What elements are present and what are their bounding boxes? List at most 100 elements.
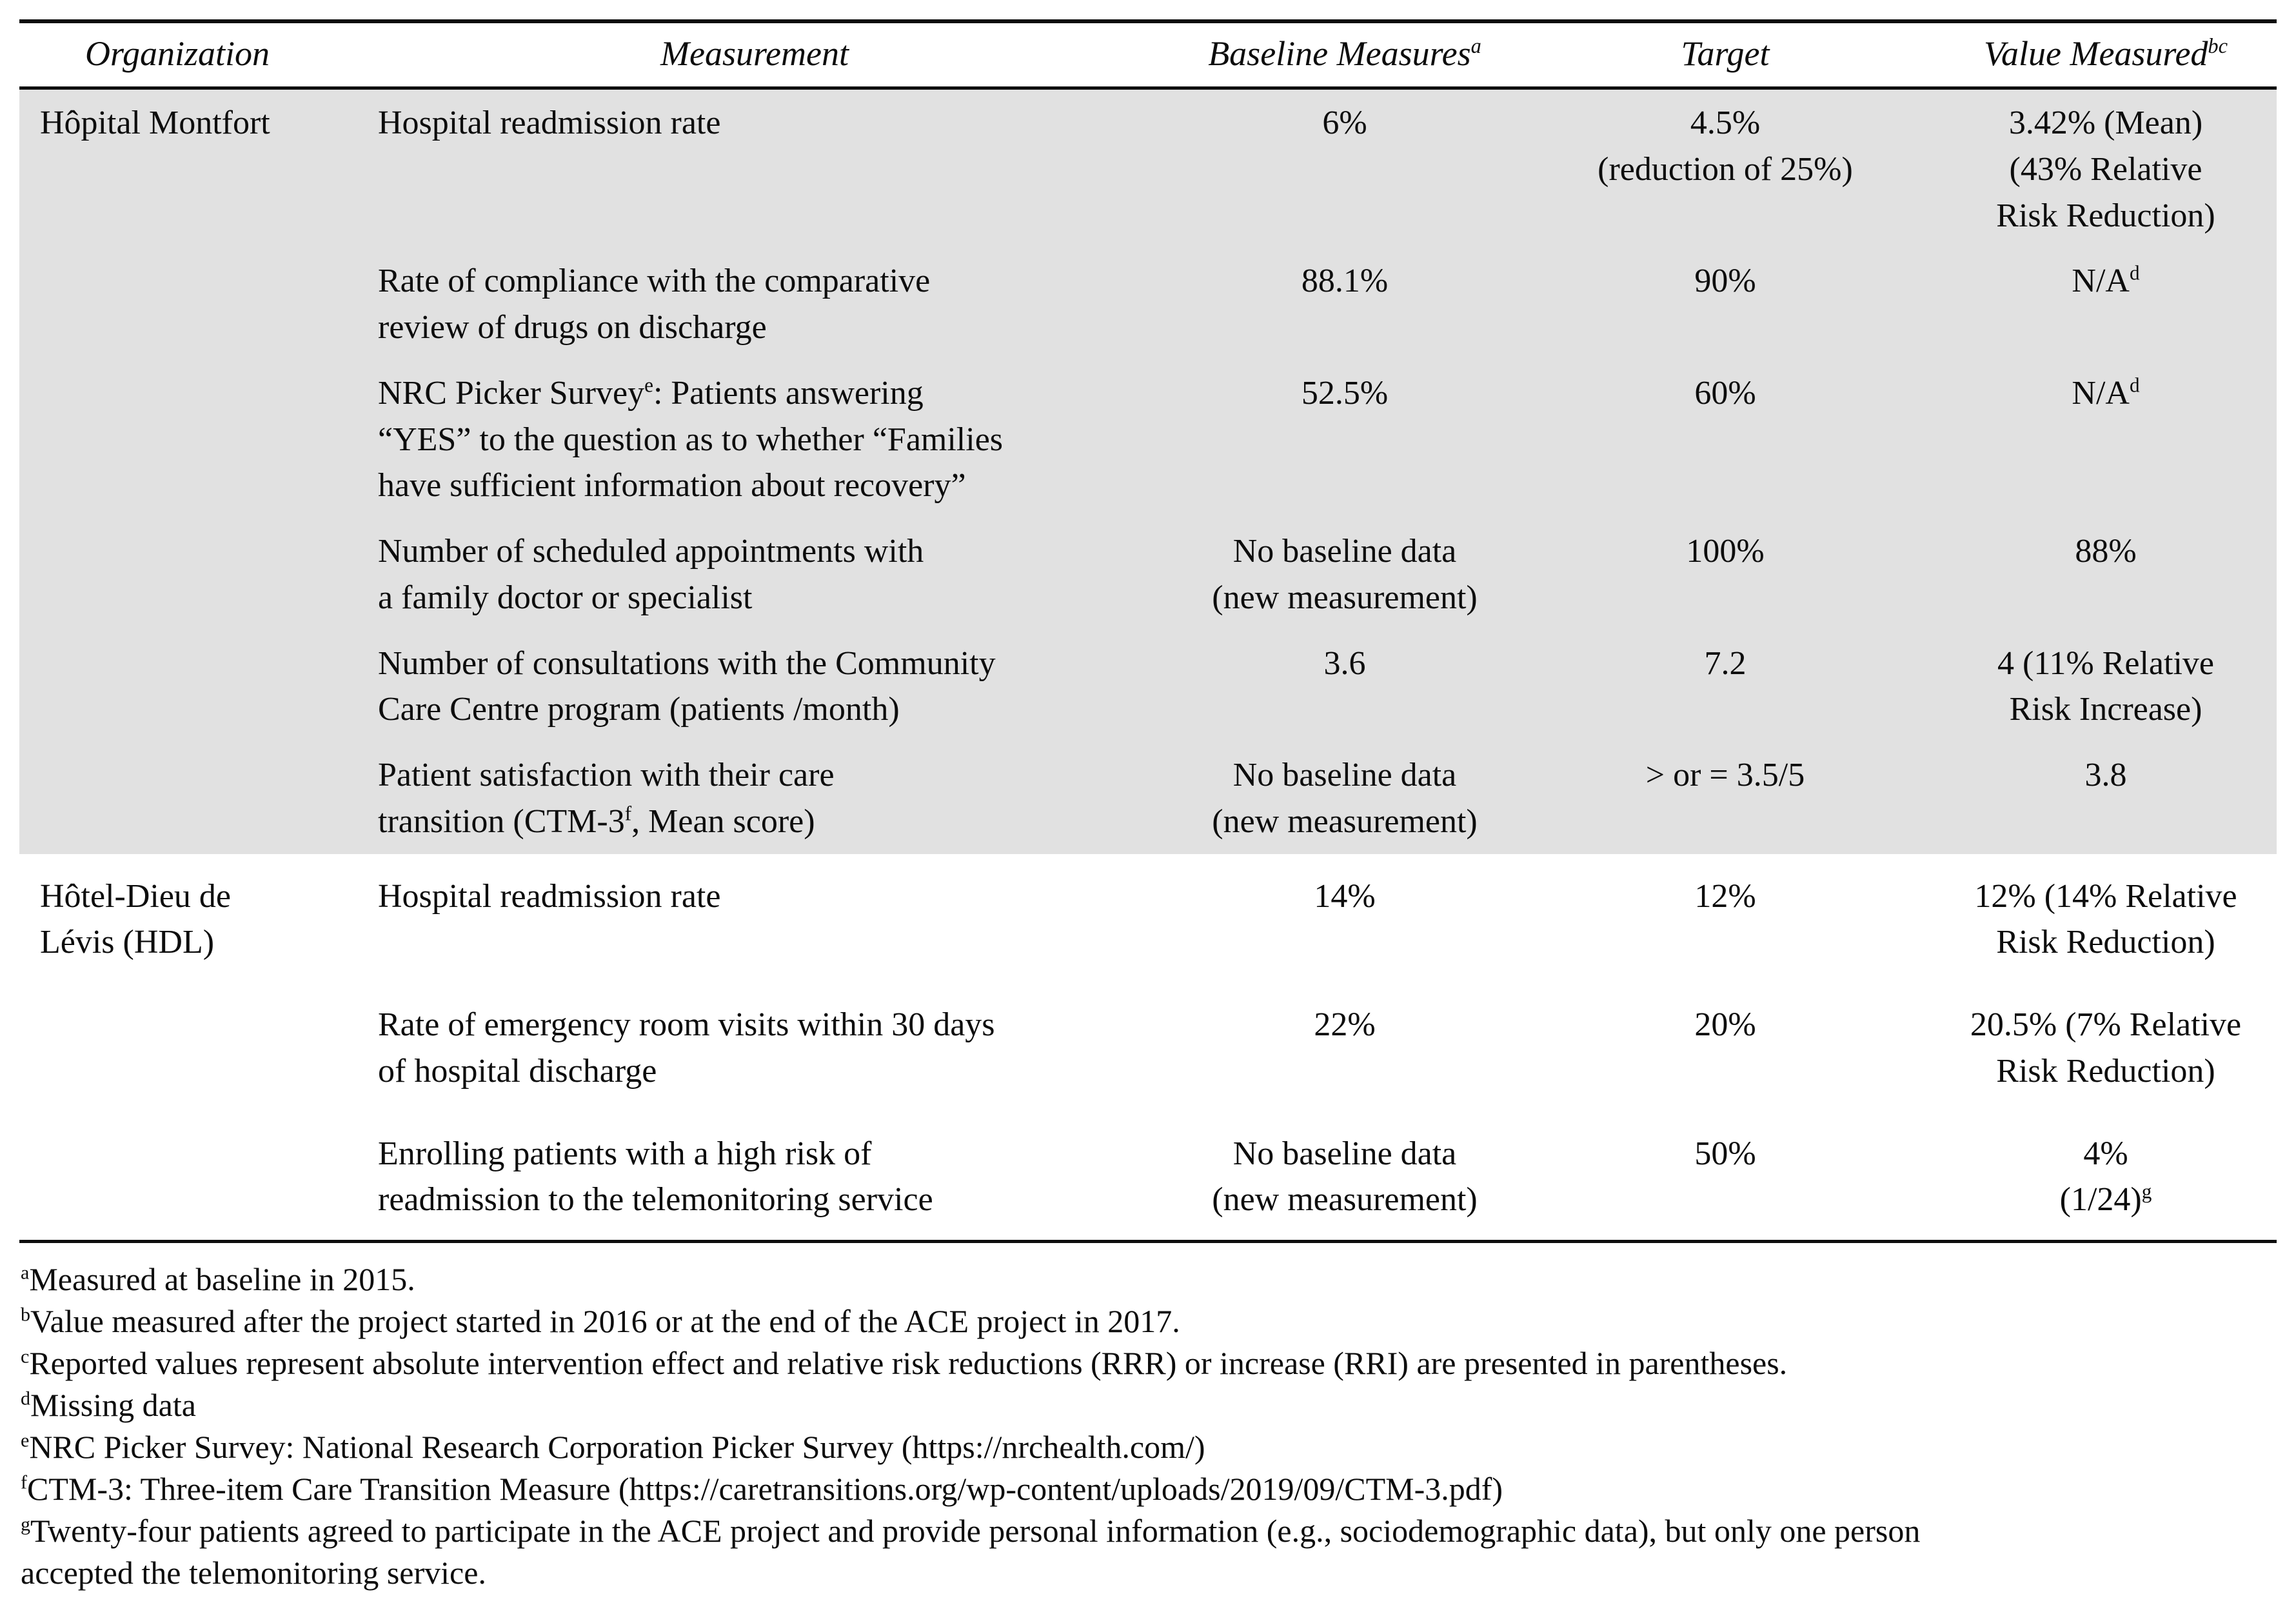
superscript: bc — [2208, 35, 2228, 58]
target-cell: 4.5% (reduction of 25%) — [1516, 88, 1935, 248]
footnote-d: dMissing data — [21, 1384, 2277, 1426]
target-text: 90% — [1694, 263, 1756, 300]
baseline-cell: 3.6 — [1174, 630, 1516, 742]
footnote-marker: d — [21, 1388, 30, 1409]
header-text: Measurement — [660, 34, 849, 73]
baseline-cell: 14% — [1174, 854, 1516, 983]
footnote-marker: g — [21, 1513, 30, 1535]
group-hotel-dieu-de-levis: Hôtel-Dieu de Lévis (HDL) Hospital readm… — [19, 854, 2277, 1242]
measurement-cell: NRC Picker Surveye: Patients answering “… — [335, 360, 1174, 518]
organization-cell: Hôtel-Dieu de Lévis (HDL) — [19, 854, 335, 1242]
baseline-cell: 52.5% — [1174, 360, 1516, 518]
header-row: Organization Measurement Baseline Measur… — [19, 21, 2277, 90]
target-cell: 7.2 — [1516, 630, 1935, 742]
value-cell: N/Ad — [1935, 248, 2277, 360]
header-text: Target — [1681, 34, 1770, 73]
target-text: 12% — [1694, 877, 1756, 915]
measurement-text: NRC Picker Survey — [378, 374, 645, 412]
footnote-marker: a — [21, 1262, 30, 1284]
baseline-text: No baseline data (new measurement) — [1212, 1135, 1478, 1219]
table-row: Hôpital Montfort Hospital readmission ra… — [19, 88, 2277, 248]
column-header-value: Value Measuredbc — [1935, 21, 2277, 90]
measurement-text: Number of scheduled appointments with a … — [378, 533, 924, 616]
value-cell: N/Ad — [1935, 360, 2277, 518]
results-table: Organization Measurement Baseline Measur… — [19, 19, 2277, 1244]
target-text: 20% — [1694, 1006, 1756, 1044]
measurement-text-post: : Patients answering “YES” to the questi… — [378, 374, 1004, 504]
footnote-marker: c — [21, 1346, 30, 1368]
target-cell: 20% — [1516, 982, 1935, 1111]
footnote-text: CTM-3: Three-item Care Transition Measur… — [27, 1471, 1503, 1508]
target-text: 50% — [1694, 1135, 1756, 1172]
group-hopital-montfort: Hôpital Montfort Hospital readmission ra… — [19, 88, 2277, 854]
table-row: Enrolling patients with a high risk of r… — [19, 1111, 2277, 1242]
superscript: e — [644, 373, 653, 397]
measurement-cell: Enrolling patients with a high risk of r… — [335, 1111, 1174, 1242]
table-header: Organization Measurement Baseline Measur… — [19, 21, 2277, 90]
superscript: d — [2129, 373, 2140, 397]
footnote-text: Missing data — [30, 1387, 196, 1424]
measurement-cell: Hospital readmission rate — [335, 854, 1174, 983]
footnote-g: gTwenty-four patients agreed to particip… — [21, 1510, 2277, 1594]
footnote-marker: b — [21, 1304, 30, 1326]
table-row: Number of scheduled appointments with a … — [19, 518, 2277, 630]
footnote-e: eNRC Picker Survey: National Research Co… — [21, 1426, 2277, 1468]
baseline-cell: No baseline data (new measurement) — [1174, 1111, 1516, 1242]
table-row: NRC Picker Surveye: Patients answering “… — [19, 360, 2277, 518]
value-text: 20.5% (7% Relative Risk Reduction) — [1970, 1006, 2242, 1090]
target-text: > or = 3.5/5 — [1645, 757, 1805, 794]
baseline-cell: 88.1% — [1174, 248, 1516, 360]
header-text: Organization — [84, 34, 270, 73]
column-header-measurement: Measurement — [335, 21, 1174, 90]
footnote-marker: f — [21, 1471, 27, 1493]
footnotes-section: aMeasured at baseline in 2015. bValue me… — [21, 1259, 2277, 1594]
baseline-text: 22% — [1314, 1006, 1376, 1044]
measurement-text-post: , Mean score) — [631, 802, 815, 840]
baseline-cell: 22% — [1174, 982, 1516, 1111]
organization-text: Hôpital Montfort — [40, 105, 270, 142]
target-cell: 100% — [1516, 518, 1935, 630]
value-text: 12% (14% Relative Risk Reduction) — [1974, 877, 2237, 961]
measurement-cell: Hospital readmission rate — [335, 88, 1174, 248]
target-cell: 50% — [1516, 1111, 1935, 1242]
baseline-text: 88.1% — [1301, 263, 1389, 300]
target-text: 100% — [1686, 533, 1765, 570]
footnote-c: cReported values represent absolute inte… — [21, 1342, 2277, 1384]
measurement-text: Patient satisfaction with their care tra… — [378, 757, 835, 840]
table-row: Rate of emergency room visits within 30 … — [19, 982, 2277, 1111]
superscript: d — [2129, 262, 2140, 285]
table-row: Number of consultations with the Communi… — [19, 630, 2277, 742]
footnote-text: Twenty-four patients agreed to participa… — [21, 1513, 1921, 1591]
value-text: N/A — [2072, 263, 2130, 300]
baseline-text: 3.6 — [1323, 644, 1366, 682]
value-cell: 4% (1/24)g — [1935, 1111, 2277, 1242]
target-text: 60% — [1694, 374, 1756, 412]
target-cell: 12% — [1516, 854, 1935, 983]
value-text: N/A — [2072, 374, 2130, 412]
footnote-text: Value measured after the project started… — [30, 1303, 1180, 1340]
superscript: a — [1470, 35, 1481, 58]
footnote-f: fCTM-3: Three-item Care Transition Measu… — [21, 1468, 2277, 1510]
value-text: 4% (1/24) — [2059, 1135, 2142, 1219]
target-cell: 90% — [1516, 248, 1935, 360]
target-cell: 60% — [1516, 360, 1935, 518]
column-header-organization: Organization — [19, 21, 335, 90]
header-text: Value Measured — [1984, 34, 2208, 73]
footnote-b: bValue measured after the project starte… — [21, 1300, 2277, 1342]
baseline-text: 14% — [1314, 877, 1376, 915]
value-text: 88% — [2075, 533, 2137, 570]
value-text: 3.42% (Mean) (43% Relative Risk Reductio… — [1996, 105, 2215, 234]
measurement-text: Rate of compliance with the comparative … — [378, 263, 931, 346]
footnote-text: Measured at baseline in 2015. — [29, 1261, 415, 1298]
value-text: 3.8 — [2084, 757, 2127, 794]
baseline-cell: No baseline data (new measurement) — [1174, 742, 1516, 854]
baseline-text: No baseline data (new measurement) — [1212, 533, 1478, 616]
measurement-cell: Number of consultations with the Communi… — [335, 630, 1174, 742]
measurement-text: Hospital readmission rate — [378, 877, 721, 915]
value-cell: 3.42% (Mean) (43% Relative Risk Reductio… — [1935, 88, 2277, 248]
column-header-baseline: Baseline Measuresa — [1174, 21, 1516, 90]
value-cell: 3.8 — [1935, 742, 2277, 854]
table-row: Hôtel-Dieu de Lévis (HDL) Hospital readm… — [19, 854, 2277, 983]
baseline-text: 6% — [1322, 105, 1367, 142]
